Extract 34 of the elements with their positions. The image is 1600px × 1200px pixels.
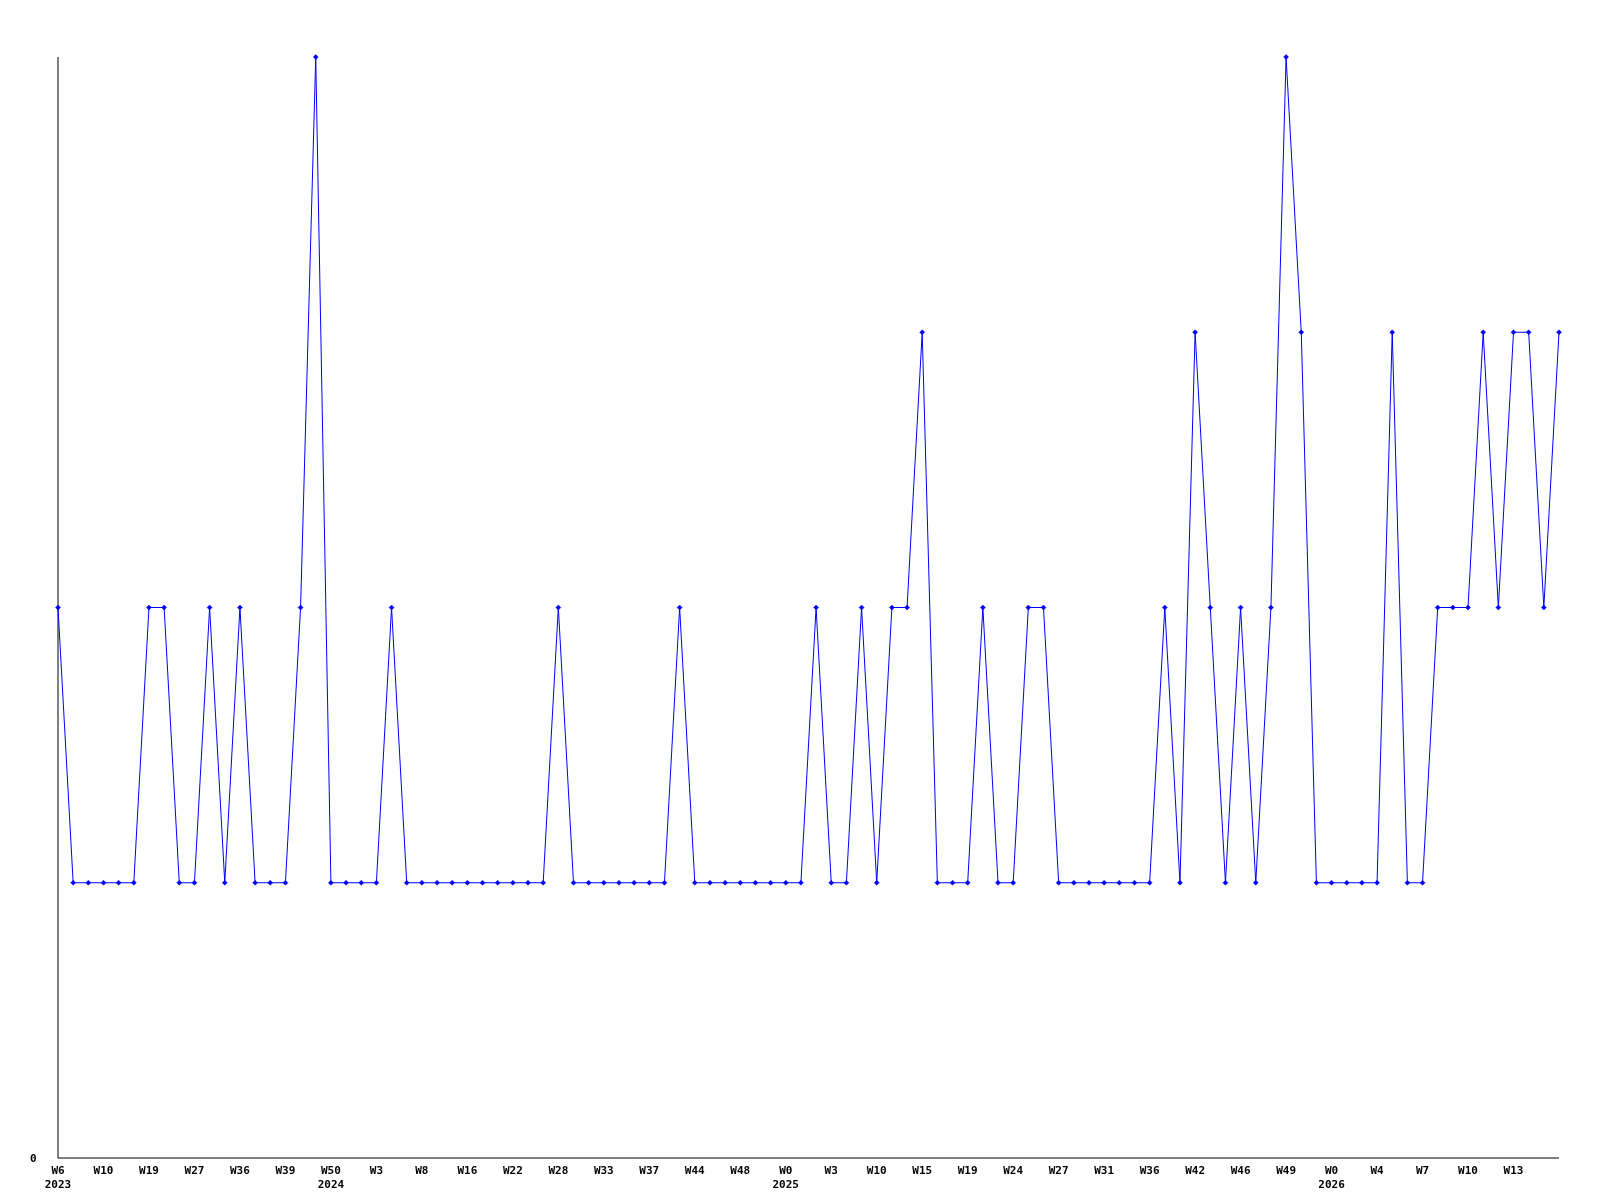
x-tick-label: W7 <box>1415 1164 1430 1177</box>
x-tick-label: W15 <box>912 1164 933 1177</box>
x-tick-label: W50 2024 <box>317 1164 345 1191</box>
x-tick-label: W36 <box>230 1164 251 1177</box>
x-tick-label: W24 <box>1003 1164 1024 1177</box>
x-tick-label: W10 <box>1458 1164 1478 1177</box>
x-tick-label: W3 <box>369 1164 384 1177</box>
x-tick-label: W27 <box>1048 1164 1069 1177</box>
x-tick-label: W19 <box>957 1164 978 1177</box>
x-tick-label: W0 2026 <box>1318 1164 1346 1191</box>
text: 0 <box>30 1152 37 1165</box>
x-tick-label: W3 <box>824 1164 838 1177</box>
x-tick-label: W33 <box>593 1164 614 1177</box>
x-tick-label: W46 <box>1230 1164 1251 1177</box>
x-tick-label: W36 <box>1139 1164 1160 1177</box>
x-tick-label: W4 <box>1370 1164 1385 1177</box>
x-tick-label: W31 <box>1094 1164 1115 1177</box>
x-tick-label: W42 <box>1185 1164 1206 1177</box>
x-tick-label: W13 <box>1503 1164 1524 1177</box>
x-tick-label: W49 <box>1276 1164 1297 1177</box>
x-tick-label: W28 <box>548 1164 569 1177</box>
x-tick-label: W44 <box>684 1164 706 1177</box>
x-tick-label: W19 <box>139 1164 159 1177</box>
x-tick-label: W0 2025 <box>772 1164 800 1191</box>
x-tick-label: W39 <box>275 1164 296 1177</box>
x-tick-label: W10 <box>93 1164 114 1177</box>
x-tick-label: W48 <box>730 1164 751 1177</box>
x-tick-label: W6 2023 <box>44 1164 72 1191</box>
x-tick-label: W16 <box>457 1164 478 1177</box>
x-tick-label: W22 <box>502 1164 523 1177</box>
x-tick-label: W8 <box>415 1164 429 1177</box>
x-tick-label: W10 <box>866 1164 887 1177</box>
x-tick-label: W37 <box>639 1164 660 1177</box>
x-tick-label: W27 <box>184 1164 205 1177</box>
